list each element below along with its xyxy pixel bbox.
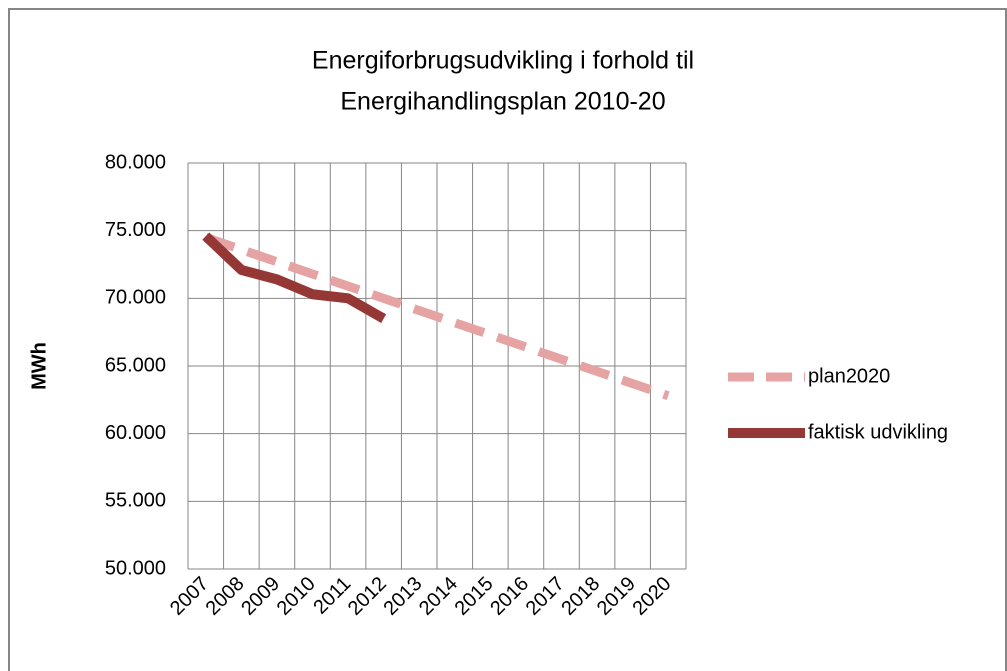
y-tick-label: 80.000 [105, 151, 166, 173]
y-axis-label: MWh [28, 342, 50, 390]
legend-label: faktisk udvikling [808, 421, 948, 443]
y-tick-label: 75.000 [105, 219, 166, 241]
series-line [202, 232, 387, 323]
y-tick-label: 60.000 [105, 422, 166, 444]
legend-label: plan2020 [808, 365, 890, 387]
y-tick-label: 70.000 [105, 287, 166, 309]
y-tick-label: 50.000 [105, 557, 166, 579]
chart-title: Energiforbrugsudvikling i forhold til [312, 47, 694, 75]
chart-subtitle: Energihandlingsplan 2010-20 [340, 88, 665, 116]
series-line [204, 233, 670, 401]
y-tick-label: 65.000 [105, 354, 166, 376]
y-tick-label: 55.000 [105, 490, 166, 512]
